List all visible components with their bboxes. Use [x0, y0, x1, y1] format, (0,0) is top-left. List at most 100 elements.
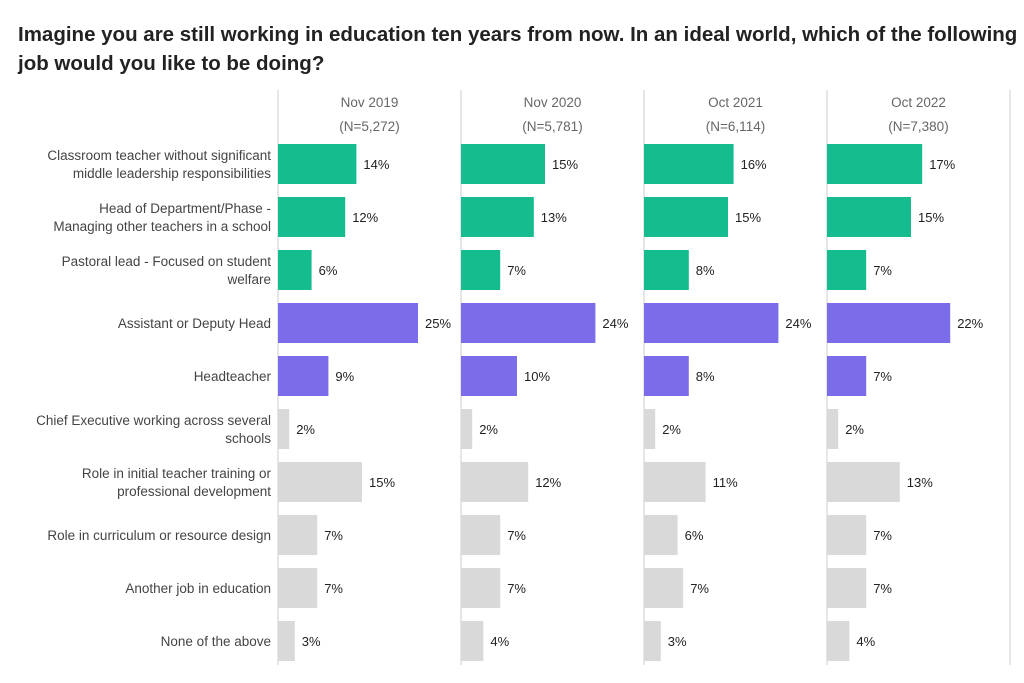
data-label: 7%: [324, 581, 343, 596]
data-label: 7%: [873, 263, 892, 278]
bar: [278, 356, 329, 396]
data-label: 12%: [352, 210, 378, 225]
bar: [461, 462, 529, 502]
category-label: Another job in education: [125, 581, 271, 596]
data-label: 8%: [696, 263, 715, 278]
category-label: Chief Executive working across several: [36, 413, 271, 428]
bar: [644, 409, 656, 449]
category-label: welfare: [226, 272, 271, 287]
data-label: 7%: [690, 581, 709, 596]
data-label: 9%: [335, 369, 354, 384]
data-label: 8%: [696, 369, 715, 384]
data-label: 10%: [524, 369, 550, 384]
data-label: 24%: [602, 316, 628, 331]
bar: [644, 303, 779, 343]
data-label: 13%: [907, 475, 933, 490]
bar: [827, 515, 867, 555]
data-label: 2%: [296, 422, 315, 437]
series-header: Nov 2019: [341, 95, 399, 110]
bar: [278, 303, 418, 343]
bar: [461, 568, 501, 608]
category-label: Classroom teacher without significant: [47, 148, 271, 163]
bar: [644, 197, 728, 237]
bar: [644, 356, 689, 396]
data-label: 22%: [957, 316, 983, 331]
data-label: 7%: [324, 528, 343, 543]
data-label: 6%: [685, 528, 704, 543]
data-label: 6%: [319, 263, 338, 278]
data-label: 14%: [363, 157, 389, 172]
bar: [827, 197, 911, 237]
bar: [461, 250, 501, 290]
bar: [644, 462, 706, 502]
series-sample-size: (N=7,380): [888, 119, 948, 134]
bar: [461, 621, 484, 661]
bar: [827, 144, 923, 184]
category-label: schools: [225, 431, 271, 446]
data-label: 15%: [735, 210, 761, 225]
category-label: Headteacher: [194, 369, 272, 384]
bar: [644, 515, 678, 555]
bar: [278, 197, 346, 237]
category-label: Assistant or Deputy Head: [118, 316, 271, 331]
category-label: professional development: [117, 484, 271, 499]
data-label: 7%: [873, 528, 892, 543]
data-label: 7%: [873, 581, 892, 596]
series-header: Oct 2022: [891, 95, 946, 110]
data-label: 4%: [490, 634, 509, 649]
data-label: 15%: [918, 210, 944, 225]
bar: [278, 515, 318, 555]
bar: [827, 356, 867, 396]
series-sample-size: (N=5,781): [522, 119, 582, 134]
data-label: 7%: [507, 263, 526, 278]
data-label: 13%: [541, 210, 567, 225]
data-label: 3%: [668, 634, 687, 649]
data-label: 15%: [552, 157, 578, 172]
bar: [644, 568, 684, 608]
bar: [461, 303, 596, 343]
bar: [827, 568, 867, 608]
bar: [827, 621, 850, 661]
series-header: Nov 2020: [524, 95, 582, 110]
category-label: Managing other teachers in a school: [53, 219, 271, 234]
bar: [278, 568, 318, 608]
series-header: Oct 2021: [708, 95, 763, 110]
bar: [827, 462, 900, 502]
bar: [827, 303, 951, 343]
bar: [278, 621, 295, 661]
data-label: 7%: [507, 581, 526, 596]
bar: [278, 409, 290, 449]
category-label: Pastoral lead - Focused on student: [62, 254, 272, 269]
bar: [278, 144, 357, 184]
data-label: 2%: [662, 422, 681, 437]
bar: [644, 621, 661, 661]
data-label: 17%: [929, 157, 955, 172]
data-label: 7%: [873, 369, 892, 384]
data-label: 7%: [507, 528, 526, 543]
bar: [461, 197, 534, 237]
bar: [461, 144, 545, 184]
data-label: 16%: [741, 157, 767, 172]
data-label: 2%: [845, 422, 864, 437]
data-label: 3%: [302, 634, 321, 649]
data-label: 25%: [425, 316, 451, 331]
bar: [461, 515, 501, 555]
category-label: Role in curriculum or resource design: [47, 528, 271, 543]
data-label: 15%: [369, 475, 395, 490]
data-label: 24%: [785, 316, 811, 331]
category-label: Role in initial teacher training or: [82, 466, 272, 481]
bar: [461, 409, 473, 449]
bar: [461, 356, 517, 396]
bar: [278, 250, 312, 290]
data-label: 11%: [713, 475, 738, 490]
chart-title: Imagine you are still working in educati…: [18, 23, 1018, 75]
bar: [827, 250, 867, 290]
series-sample-size: (N=6,114): [706, 119, 765, 134]
category-label: None of the above: [161, 634, 271, 649]
data-label: 2%: [479, 422, 498, 437]
bar: [278, 462, 362, 502]
data-label: 12%: [535, 475, 561, 490]
bar: [644, 144, 734, 184]
series-sample-size: (N=5,272): [339, 119, 399, 134]
